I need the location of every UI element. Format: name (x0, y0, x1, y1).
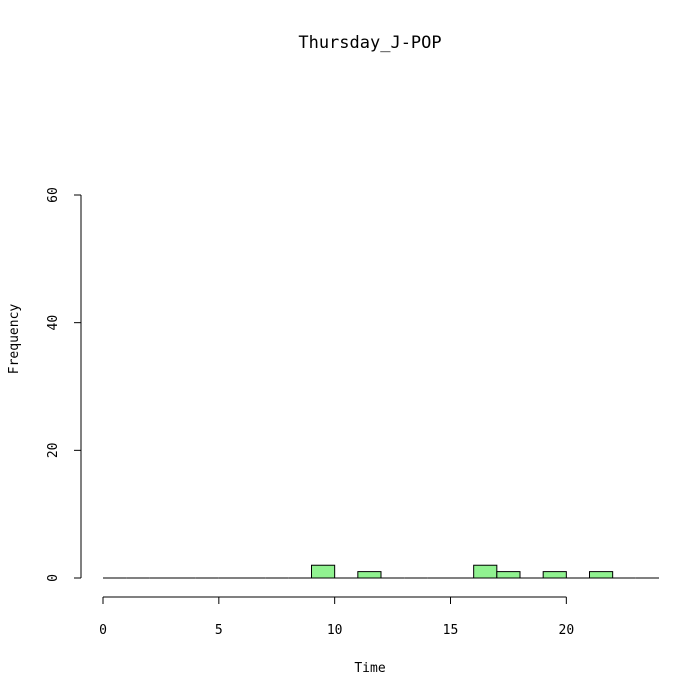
histogram-bar (357, 571, 382, 579)
x-tick-label: 20 (559, 623, 575, 638)
y-tick-label: 40 (46, 315, 61, 331)
y-axis-label: Frequency (7, 304, 22, 375)
y-tick-label: 60 (46, 187, 61, 203)
x-tick-label: 10 (327, 623, 343, 638)
x-axis-label: Time (354, 661, 385, 676)
y-axis: 0 20 40 60 (46, 187, 82, 582)
y-tick-label: 0 (46, 574, 61, 582)
histogram-bar (589, 571, 614, 579)
histogram-bar (311, 564, 336, 579)
histogram-bar (496, 571, 521, 579)
histogram-bar (542, 571, 567, 579)
x-tick-label: 0 (99, 623, 107, 638)
histogram-bar (473, 564, 498, 579)
x-tick-label: 15 (443, 623, 459, 638)
x-axis: 0 5 10 15 20 (99, 596, 575, 638)
bars-group (103, 564, 659, 579)
chart-title: Thursday_J-POP (298, 33, 441, 53)
y-tick-label: 20 (46, 443, 61, 459)
x-tick-label: 5 (215, 623, 223, 638)
